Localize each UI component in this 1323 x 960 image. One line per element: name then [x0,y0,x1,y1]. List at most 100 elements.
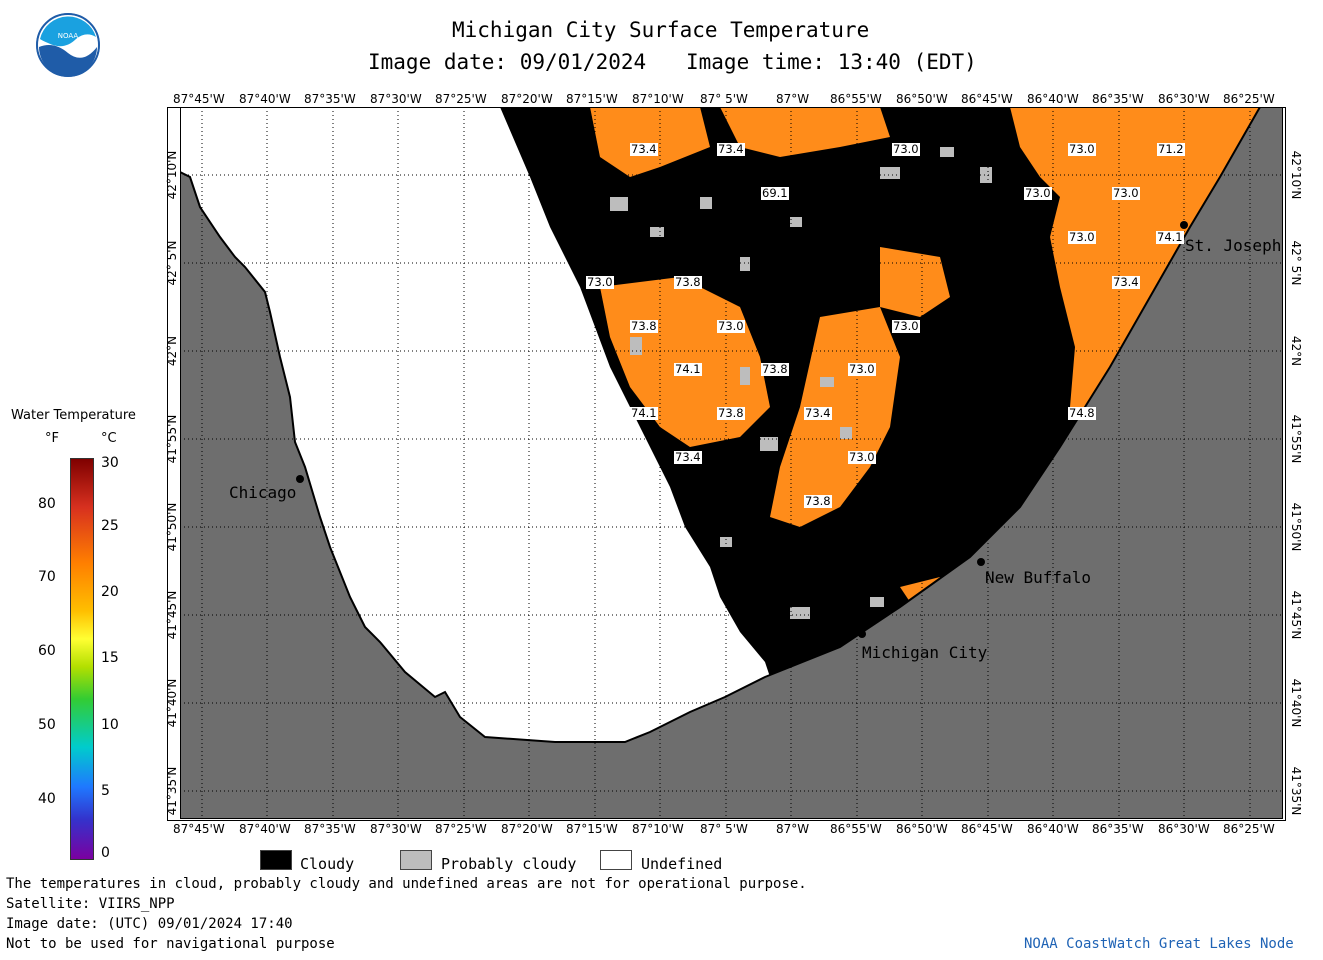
lat-label-right: 42°10'N [1289,150,1303,200]
colorbar-f-tick: 50 [38,717,56,733]
lon-label-top: 87°40'W [239,92,291,106]
st-joseph-marker [1180,221,1188,229]
temp-label: 73.4 [804,406,832,420]
lat-label-left: 42°10'N [165,150,179,200]
city-label-michigan-city: Michigan City [862,643,988,662]
lon-label-top: 86°35'W [1092,92,1144,106]
lat-label-right: 42°N [1289,335,1303,367]
lon-label-bottom: 86°55'W [830,822,882,836]
lon-label-bottom: 87°25'W [435,822,487,836]
temp-label: 74.1 [630,406,658,420]
temp-label: 73.8 [717,406,745,420]
colorbar-c-tick: 10 [101,717,119,733]
temp-label: 74.1 [674,362,702,376]
lat-label-right: 41°55'N [1289,414,1303,464]
lon-label-top: 86°25'W [1223,92,1275,106]
temp-label: 73.8 [761,362,789,376]
lat-label-left: 42°N [165,335,179,367]
lon-label-bottom: 86°25'W [1223,822,1275,836]
lon-label-top: 87°35'W [304,92,356,106]
water-patch-north2 [720,107,890,157]
lon-label-bottom: 86°30'W [1158,822,1210,836]
colorbar-c-tick: 15 [101,650,119,666]
lat-label-right: 41°35'N [1289,766,1303,816]
temp-label: 73.4 [674,450,702,464]
colorbar-unit-f: °F [45,431,59,446]
colorbar-unit-c: °C [101,431,117,446]
lon-label-bottom: 86°45'W [961,822,1013,836]
temp-label: 73.0 [717,319,745,333]
temp-label: 74.8 [1068,406,1096,420]
temp-label: 73.4 [717,142,745,156]
lat-label-left: 41°45'N [165,590,179,640]
legend-undefined-swatch [600,850,632,870]
temp-label: 73.0 [1024,186,1052,200]
lon-label-top: 87°25'W [435,92,487,106]
lon-label-top: 87°15'W [566,92,618,106]
water-patch-center-west [600,277,770,447]
colorbar-f-tick: 40 [38,791,56,807]
michigan-city-marker [858,630,866,638]
page-title: Michigan City Surface Temperature [452,18,870,42]
lon-label-bottom: 86°35'W [1092,822,1144,836]
city-label-chicago: Chicago [229,483,297,502]
lon-label-bottom: 87°15'W [566,822,618,836]
temp-label: 73.0 [1068,142,1096,156]
temp-label: 73.0 [586,275,614,289]
temp-label: 69.1 [761,186,789,200]
colorbar-c-tick: 20 [101,584,119,600]
temp-label: 73.0 [1068,230,1096,244]
lon-label-top: 86°30'W [1158,92,1210,106]
city-label-new-buffalo: New Buffalo [985,568,1091,587]
lon-label-top: 86°55'W [830,92,882,106]
lat-label-right: 41°50'N [1289,502,1303,552]
lon-label-bottom: 87°10'W [632,822,684,836]
credit-text: NOAA CoastWatch Great Lakes Node [1024,936,1294,952]
lon-label-bottom: 87°35'W [304,822,356,836]
temp-label: 73.0 [848,362,876,376]
water-patch-center [770,307,900,527]
lon-label-top: 87°30'W [370,92,422,106]
colorbar-f-tick: 60 [38,643,56,659]
lat-label-left: 41°35'N [165,766,179,816]
city-label-st-joseph: St. Joseph [1185,236,1282,255]
chicago-marker [296,475,304,483]
lon-label-bottom: 87°W [776,822,810,836]
colorbar-c-tick: 25 [101,518,119,534]
temp-label: 74.1 [1156,230,1184,244]
temp-label: 73.4 [630,142,658,156]
new-buffalo-marker [977,558,985,566]
legend-cloudy-swatch [260,850,292,870]
temp-label: 73.8 [674,275,702,289]
legend-probably-cloudy-label: Probably cloudy [441,855,577,873]
temp-label: 71.2 [1157,142,1185,156]
image-date: Image date: 09/01/2024 [368,50,647,74]
temp-label: 73.0 [892,319,920,333]
colorbar-title: Water Temperature [11,408,136,423]
water-patch-north [590,107,710,177]
nav-warning-text: Not to be used for navigational purpose [6,936,335,952]
noaa-logo: NOAA [36,13,100,77]
colorbar-c-tick: 5 [101,783,110,799]
lon-label-bottom: 87°45'W [173,822,225,836]
lon-label-bottom: 87°20'W [501,822,553,836]
lat-label-right: 41°40'N [1289,678,1303,728]
noaa-logo-text: NOAA [58,32,79,40]
lat-label-left: 41°50'N [165,502,179,552]
lon-label-bottom: 87° 5'W [700,822,748,836]
lon-label-top: 87° 5'W [700,92,748,106]
lon-label-bottom: 86°50'W [896,822,948,836]
temp-label: 73.0 [1112,186,1140,200]
lat-label-left: 42° 5'N [165,240,179,286]
lon-label-top: 86°45'W [961,92,1013,106]
lat-label-left: 41°40'N [165,678,179,728]
temperature-map [180,107,1283,819]
colorbar-f-tick: 80 [38,496,56,512]
utc-date-text: Image date: (UTC) 09/01/2024 17:40 [6,916,293,932]
land-west [180,107,1283,819]
colorbar [70,458,94,860]
lat-label-right: 42° 5'N [1289,240,1303,286]
lon-label-bottom: 87°40'W [239,822,291,836]
water-patch-east [1010,107,1260,417]
legend-cloudy-label: Cloudy [300,855,355,873]
